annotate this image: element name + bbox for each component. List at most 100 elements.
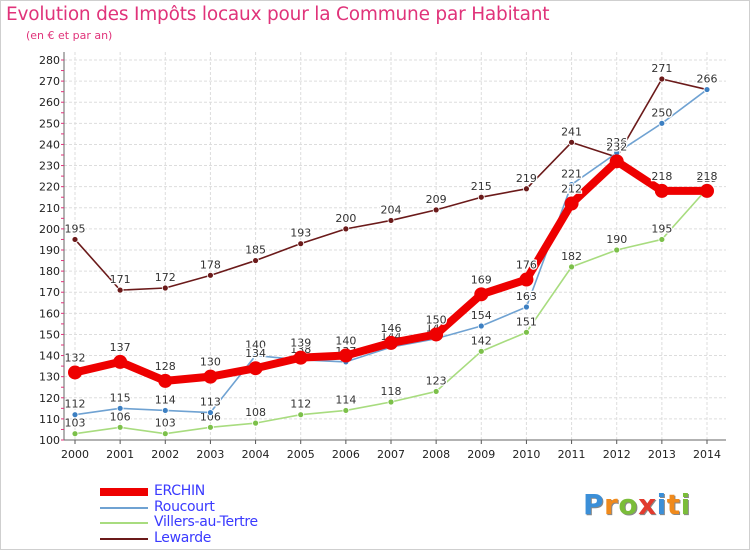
legend-swatch <box>100 522 148 524</box>
data-label: 266 <box>697 73 718 86</box>
x-tick-label: 2012 <box>603 448 631 461</box>
data-point <box>71 430 79 438</box>
y-tick-label: 280 <box>39 54 60 67</box>
data-label: 113 <box>200 396 221 409</box>
data-label: 185 <box>245 244 266 257</box>
x-tick-label: 2007 <box>377 448 405 461</box>
data-label: 236 <box>606 136 627 149</box>
data-point <box>207 409 214 416</box>
x-tick-label: 2014 <box>693 448 721 461</box>
data-point <box>477 193 485 201</box>
data-label: 219 <box>516 172 537 185</box>
data-label: 163 <box>516 290 537 303</box>
y-tick-label: 160 <box>39 307 60 320</box>
data-label: 118 <box>381 385 402 398</box>
data-point <box>658 236 666 243</box>
legend-swatch <box>100 488 148 496</box>
data-label: 204 <box>381 203 402 216</box>
y-tick-label: 110 <box>39 413 60 426</box>
x-tick-label: 2004 <box>242 448 270 461</box>
data-label: 137 <box>110 341 131 354</box>
data-point <box>116 423 124 431</box>
legend-label: Villers-au-Tertre <box>154 514 258 530</box>
data-point <box>252 419 259 427</box>
data-point <box>297 240 305 248</box>
data-label: 182 <box>561 250 582 263</box>
y-tick-label: 150 <box>39 328 60 341</box>
y-tick-label: 260 <box>39 96 60 109</box>
data-point <box>568 181 575 188</box>
data-label: 108 <box>245 406 266 419</box>
data-point <box>568 263 575 271</box>
data-label: 171 <box>110 273 131 286</box>
data-point <box>703 86 711 93</box>
data-point <box>432 206 440 214</box>
data-point <box>342 225 350 233</box>
proxiti-logo: Proxiti <box>583 488 691 521</box>
data-point <box>474 287 489 302</box>
data-label: 140 <box>335 335 356 348</box>
x-tick-label: 2001 <box>106 448 134 461</box>
data-label: 142 <box>471 334 492 347</box>
data-point <box>158 373 173 388</box>
data-label: 193 <box>290 227 311 240</box>
data-point <box>523 303 530 311</box>
data-point <box>252 257 259 264</box>
data-point <box>113 354 128 369</box>
data-label: 232 <box>606 140 627 153</box>
x-tick-label: 2010 <box>512 448 540 461</box>
data-label: 176 <box>516 259 537 272</box>
y-tick-label: 130 <box>39 371 60 384</box>
data-point <box>342 407 350 414</box>
y-tick-label: 170 <box>39 286 60 299</box>
data-label: 132 <box>65 351 86 364</box>
data-point <box>609 154 624 169</box>
legend-swatch <box>100 537 148 540</box>
data-label: 123 <box>426 374 447 387</box>
data-point <box>477 322 485 330</box>
data-point <box>387 217 395 224</box>
data-label: 150 <box>426 313 447 326</box>
data-point <box>658 119 666 127</box>
data-point <box>658 75 666 83</box>
x-tick-label: 2005 <box>287 448 315 461</box>
data-point <box>71 411 79 419</box>
data-label: 115 <box>110 391 131 404</box>
y-tick-label: 140 <box>39 350 60 363</box>
data-point <box>207 423 214 431</box>
data-point <box>477 347 485 355</box>
data-label: 271 <box>651 62 672 75</box>
data-label: 218 <box>697 170 718 183</box>
data-point <box>293 350 308 365</box>
data-point <box>700 183 714 198</box>
y-tick-label: 240 <box>39 138 60 151</box>
data-label: 112 <box>290 398 311 411</box>
x-tick-label: 2006 <box>332 448 360 461</box>
y-tick-label: 190 <box>39 244 60 257</box>
data-point <box>384 335 398 350</box>
data-point <box>568 138 575 146</box>
data-point <box>68 365 82 380</box>
y-tick-label: 250 <box>39 117 60 130</box>
data-label: 209 <box>426 193 447 206</box>
y-tick-label: 220 <box>39 181 60 194</box>
legend-label: Lewarde <box>154 529 212 546</box>
x-tick-label: 2008 <box>422 448 450 461</box>
x-tick-label: 2002 <box>151 448 179 461</box>
data-point <box>387 398 395 406</box>
y-tick-label: 120 <box>39 392 60 405</box>
legend-swatch <box>100 506 148 509</box>
data-label: 103 <box>65 417 86 430</box>
data-point <box>429 327 444 342</box>
data-point <box>203 369 218 384</box>
data-label: 134 <box>245 347 266 360</box>
data-point <box>248 361 263 376</box>
data-label: 138 <box>290 343 311 356</box>
data-label: 266 <box>697 73 718 86</box>
data-label: 169 <box>471 273 492 286</box>
data-label: 151 <box>516 315 537 328</box>
data-label: 178 <box>200 258 221 271</box>
legend-label: ERCHIN <box>154 483 205 499</box>
y-tick-label: 200 <box>39 223 60 236</box>
